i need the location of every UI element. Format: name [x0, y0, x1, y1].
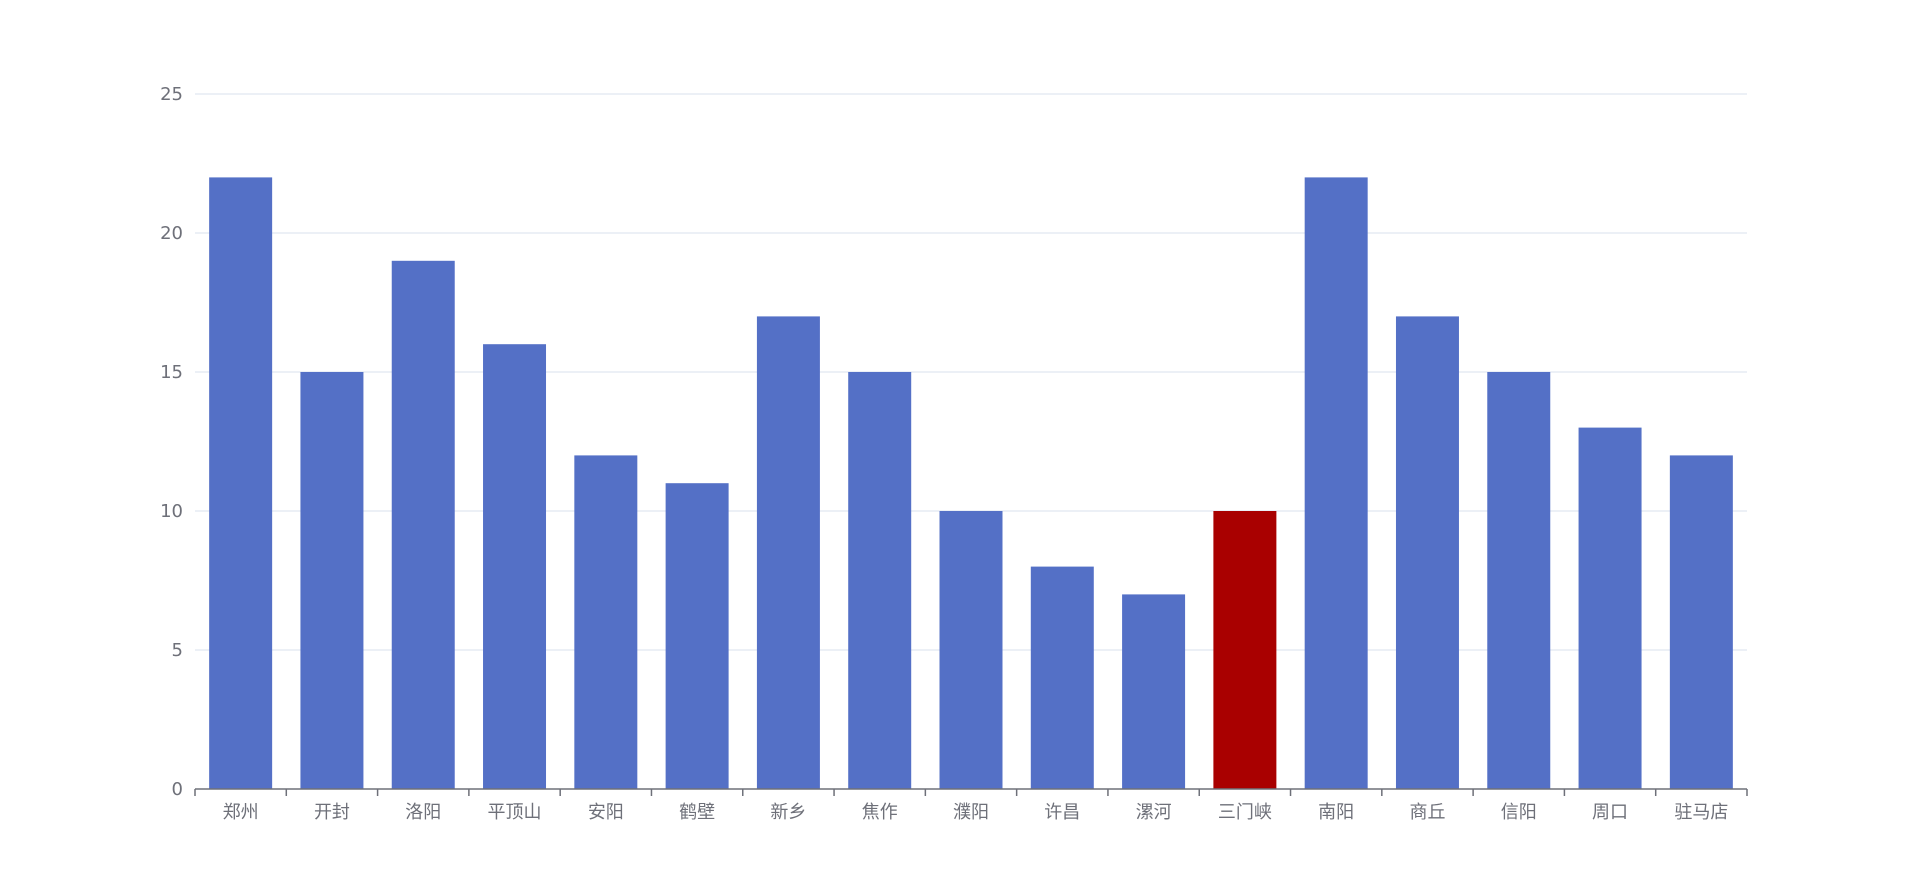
bar-安阳: [574, 455, 638, 789]
bar-焦作: [848, 372, 912, 789]
x-tick-label-安阳: 安阳: [588, 802, 624, 823]
x-tick-label-南阳: 南阳: [1318, 802, 1354, 823]
x-tick-label-信阳: 信阳: [1501, 802, 1537, 823]
bar-洛阳: [391, 260, 455, 789]
bar-新乡: [756, 316, 820, 789]
x-tick-label-平顶山: 平顶山: [488, 802, 542, 823]
x-tick-label-周口: 周口: [1592, 802, 1628, 823]
bars: [209, 177, 1733, 789]
x-tick-label-漯河: 漯河: [1136, 802, 1172, 823]
y-axis-labels: 0 5 10 15 20 25: [160, 84, 183, 800]
x-tick-label-新乡: 新乡: [770, 802, 806, 823]
x-tick-label-洛阳: 洛阳: [405, 802, 441, 823]
bar-驻马店: [1669, 455, 1733, 789]
y-tick-label-20: 20: [160, 223, 183, 244]
x-tick-label-鹤壁: 鹤壁: [679, 802, 715, 823]
x-tick-label-驻马店: 驻马店: [1674, 802, 1728, 823]
y-tick-label-25: 25: [160, 84, 183, 105]
x-axis-labels: 郑州 开封 洛阳 平顶山 安阳 鹤壁 新乡 焦作 濮阳 许昌 漯河 三门峡 南阳 商丘 信阳 周口 驻马店: [223, 802, 1729, 823]
bar-商丘: [1395, 316, 1459, 789]
x-tick-label-濮阳: 濮阳: [953, 802, 989, 823]
x-tick-label-商丘: 商丘: [1409, 802, 1445, 823]
x-tick-label-郑州: 郑州: [223, 802, 259, 823]
x-tick-label-三门峡: 三门峡: [1218, 802, 1272, 823]
bar-南阳: [1304, 177, 1368, 789]
y-tick-label-5: 5: [172, 640, 183, 661]
bar-三门峡: [1213, 511, 1277, 789]
y-tick-label-10: 10: [160, 501, 183, 522]
bar-信阳: [1487, 372, 1551, 789]
y-tick-label-0: 0: [172, 779, 183, 800]
bar-漯河: [1122, 594, 1186, 789]
bar-平顶山: [483, 344, 547, 789]
x-tick-label-许昌: 许昌: [1044, 802, 1080, 823]
bar-濮阳: [939, 511, 1003, 789]
bar-许昌: [1030, 566, 1094, 789]
bar-周口: [1578, 427, 1642, 789]
bar-开封: [300, 372, 364, 789]
x-tick-label-开封: 开封: [314, 802, 350, 823]
y-tick-label-15: 15: [160, 362, 183, 383]
x-axis: [194, 788, 1748, 796]
bar-鹤壁: [665, 483, 729, 789]
x-tick-label-焦作: 焦作: [862, 802, 898, 823]
bar-郑州: [209, 177, 273, 789]
